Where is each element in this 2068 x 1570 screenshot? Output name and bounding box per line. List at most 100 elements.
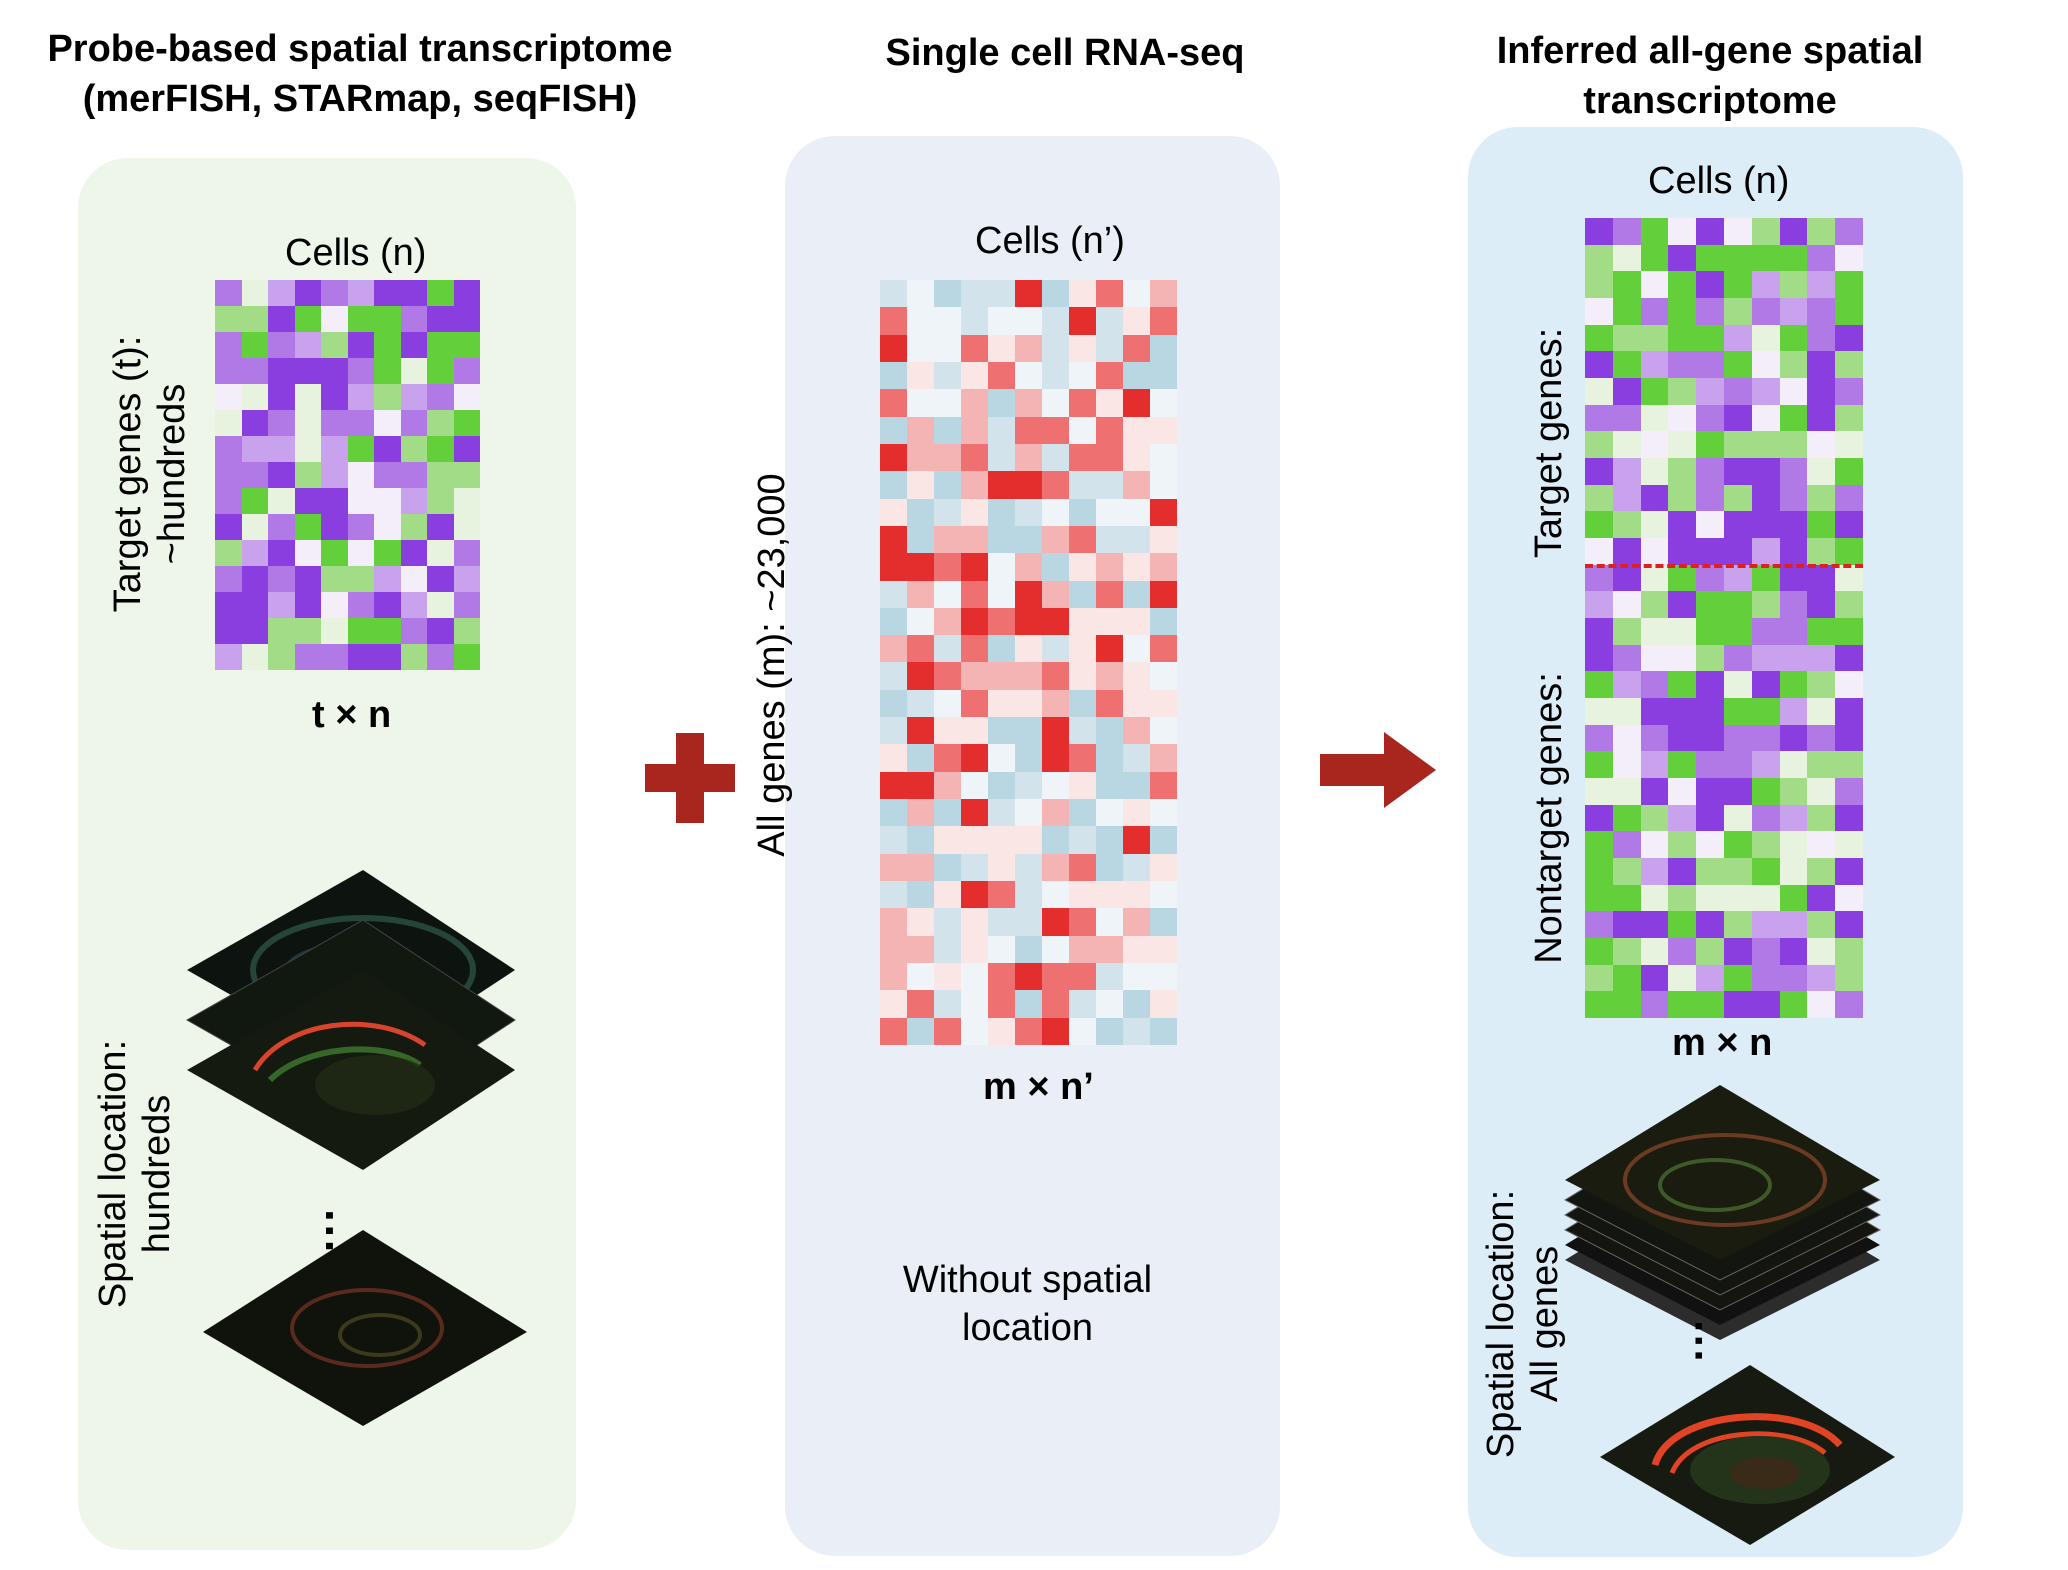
heatmap-cell: [880, 853, 907, 882]
heatmap-cell: [1123, 525, 1150, 554]
heatmap-cell: [241, 306, 268, 332]
heatmap-cell: [1096, 361, 1123, 390]
heatmap-cell: [268, 332, 295, 358]
heatmap-cell: [1042, 662, 1069, 690]
heatmap-cell: [1069, 389, 1096, 417]
heatmap-cell: [1015, 443, 1042, 472]
heatmap-cell: [1835, 964, 1863, 992]
heatmap-cell: [1096, 307, 1123, 335]
heatmap-cell: [880, 553, 907, 581]
heatmap-cell: [1612, 751, 1641, 778]
heatmap-cell: [241, 332, 268, 358]
heatmap-cell: [321, 462, 348, 488]
heatmap-cell: [400, 540, 427, 566]
heatmap-cell: [1807, 457, 1836, 485]
heatmap-cell: [294, 644, 321, 670]
heatmap-cell: [1612, 324, 1641, 352]
heatmap-cell: [1015, 361, 1042, 390]
heatmap-cell: [215, 618, 242, 644]
heatmap-cell: [1696, 511, 1724, 538]
heatmap-cell: [453, 644, 480, 670]
inferred-panel-title: Inferred all-gene spatial transcriptome: [1496, 30, 1924, 122]
heatmap-cell: [934, 689, 961, 718]
heatmap-cell: [988, 443, 1015, 472]
heatmap-cell: [1585, 457, 1613, 485]
heatmap-cell: [907, 525, 934, 554]
heatmap-cell: [374, 618, 401, 644]
heatmap-cell: [1585, 484, 1613, 512]
heatmap-cell: [988, 908, 1015, 936]
heatmap-cell: [1612, 911, 1641, 938]
heatmap-cell: [1069, 908, 1096, 936]
heatmap-cell: [215, 384, 242, 410]
heatmap-cell: [907, 881, 934, 909]
heatmap-cell: [961, 525, 988, 554]
target-nontarget-divider: [1585, 564, 1863, 568]
heatmap-cell: [1042, 908, 1069, 936]
heatmap-cell: [961, 662, 988, 690]
heatmap-cell: [1640, 831, 1669, 858]
heatmap-cell: [427, 618, 454, 644]
heatmap-cell: [1696, 351, 1724, 378]
heatmap-cell: [347, 384, 374, 410]
heatmap-cell: [400, 618, 427, 644]
heatmap-cell: [1696, 431, 1724, 458]
heatmap-cell: [1779, 724, 1808, 752]
heatmap-cell: [1723, 351, 1752, 378]
heatmap-cell: [1612, 777, 1641, 805]
heatmap-cell: [961, 553, 988, 581]
heatmap-cell: [1123, 553, 1150, 581]
heatmap-cell: [1640, 671, 1669, 698]
heatmap-cell: [1807, 937, 1836, 965]
heatmap-cell: [1835, 404, 1863, 432]
heatmap-cell: [1042, 963, 1069, 991]
heatmap-cell: [934, 307, 961, 335]
heatmap-cell: [1807, 617, 1836, 645]
heatmap-cell: [1150, 662, 1177, 690]
heatmap-cell: [1696, 591, 1724, 618]
heatmap-cell: [988, 498, 1015, 526]
heatmap-cell: [1835, 324, 1863, 352]
heatmap-cell: [1069, 963, 1096, 991]
heatmap-cell: [1015, 416, 1042, 444]
heatmap-cell: [1668, 831, 1697, 858]
heatmap-cell: [1723, 644, 1752, 672]
heatmap-cell: [1612, 937, 1641, 965]
heatmap-cell: [1835, 724, 1863, 752]
heatmap-cell: [268, 514, 295, 540]
heatmap-cell: [1612, 591, 1641, 618]
heatmap-cell: [880, 334, 907, 362]
heatmap-cell: [427, 358, 454, 384]
heatmap-cell: [934, 361, 961, 390]
heatmap-cell: [1751, 377, 1780, 405]
heatmap-cell: [1123, 963, 1150, 991]
heatmap-cell: [1585, 431, 1613, 458]
heatmap-cell: [1640, 777, 1669, 805]
heatmap-cell: [1751, 271, 1780, 298]
heatmap-cell: [1612, 218, 1641, 245]
heatmap-cell: [1640, 297, 1669, 325]
heatmap-cell: [1751, 964, 1780, 992]
heatmap-cell: [215, 540, 242, 566]
inferred-dim-label: m × n: [1672, 1022, 1773, 1064]
heatmap-cell: [1835, 884, 1863, 912]
heatmap-cell: [1150, 361, 1177, 390]
heatmap-cell: [1696, 991, 1724, 1018]
heatmap-cell: [988, 853, 1015, 882]
heatmap-cell: [880, 471, 907, 499]
heatmap-cell: [907, 635, 934, 663]
heatmap-cell: [1585, 324, 1613, 352]
heatmap-cell: [1751, 724, 1780, 752]
heatmap-cell: [1668, 751, 1697, 778]
heatmap-cell: [1042, 799, 1069, 827]
heatmap-cell: [1807, 564, 1836, 592]
heatmap-cell: [1835, 937, 1863, 965]
heatmap-cell: [1585, 218, 1613, 245]
heatmap-cell: [1096, 1017, 1123, 1045]
heatmap-cell: [1150, 607, 1177, 636]
heatmap-cell: [453, 540, 480, 566]
heatmap-cell: [1779, 937, 1808, 965]
heatmap-cell: [1123, 471, 1150, 499]
heatmap-cell: [294, 618, 321, 644]
heatmap-cell: [1751, 537, 1780, 565]
